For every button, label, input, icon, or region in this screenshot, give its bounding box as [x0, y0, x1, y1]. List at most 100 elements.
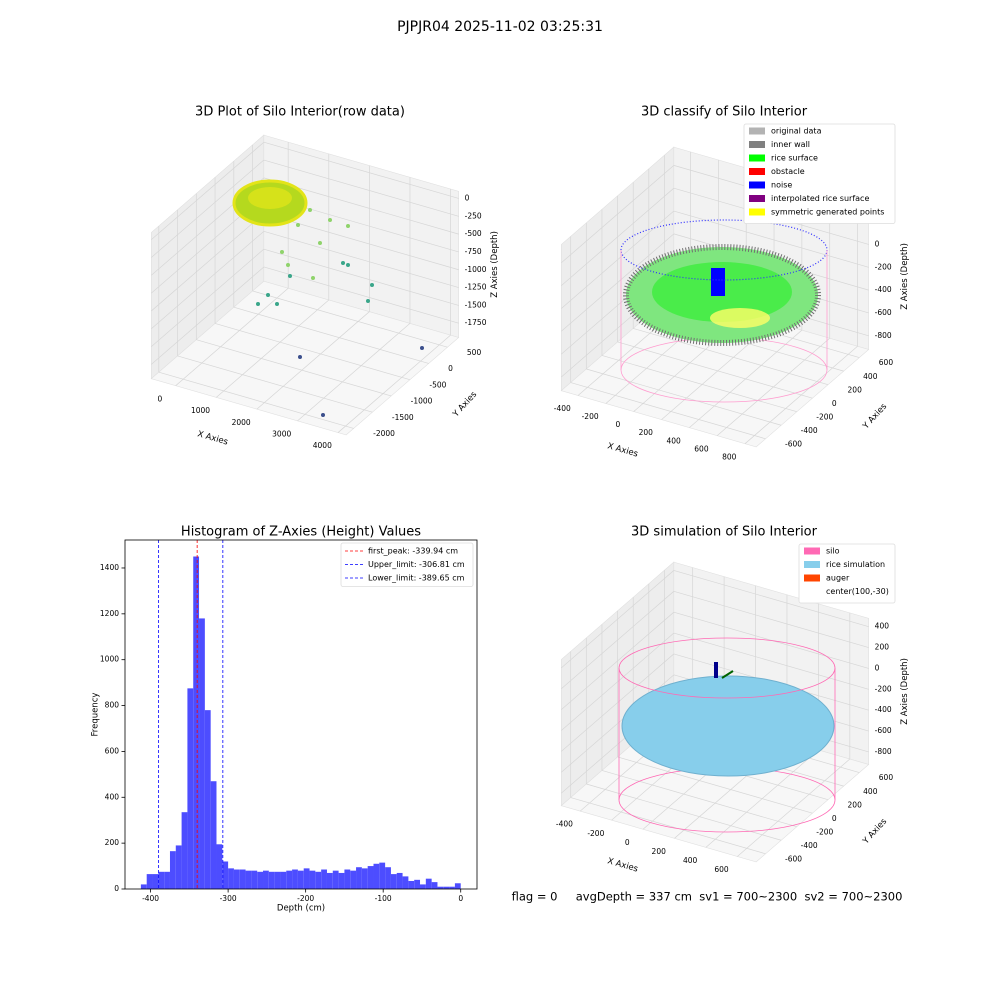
raw-outlier	[296, 223, 300, 227]
z-tick-label: -600	[875, 308, 892, 317]
y-axis-label: Y Axies	[450, 389, 479, 420]
x-tick-label: -400	[142, 894, 159, 903]
grid-line	[633, 328, 829, 385]
y-tick-label: 400	[863, 787, 878, 796]
legend-swatch	[749, 141, 765, 148]
grid-line	[561, 653, 675, 752]
histogram-bar	[263, 870, 269, 889]
legend-label: Lower_limit: -389.65 cm	[368, 574, 465, 583]
histogram-bar	[228, 868, 234, 889]
x-tick-label: -300	[220, 894, 237, 903]
raw-outlier	[318, 241, 322, 245]
y-tick-label: 600	[879, 358, 894, 367]
raw-outlier	[328, 218, 332, 222]
histogram-bar	[181, 812, 188, 889]
y-tick-label: 0	[114, 884, 119, 893]
x-tick-label: -200	[297, 894, 314, 903]
raw-outlier	[370, 283, 374, 287]
panel-title: 3D classify of Silo Interior	[641, 105, 808, 120]
y-tick-label: -400	[801, 841, 818, 850]
z-tick-label: -200	[875, 262, 892, 271]
histogram-bar	[390, 874, 397, 889]
histogram-bar	[175, 845, 182, 889]
grid-line	[337, 334, 451, 433]
raw-outlier	[341, 261, 345, 265]
grid-line	[256, 311, 370, 410]
raw-outlier	[256, 302, 260, 306]
z-tick-label: 400	[875, 622, 890, 631]
grid-line	[263, 213, 459, 271]
panel-title: 3D Plot of Silo Interior(row data)	[195, 105, 405, 120]
y-tick-label: 600	[105, 746, 120, 755]
histogram-bar	[367, 866, 374, 889]
histogram-bar	[268, 871, 275, 889]
x-tick-label: 200	[639, 428, 654, 437]
legend-label: interpolated rice surface	[771, 194, 869, 203]
symmetric-points	[710, 308, 770, 328]
grid-line	[561, 591, 675, 690]
legend-label: noise	[771, 181, 792, 190]
histogram-bar	[309, 870, 316, 889]
y-tick-label: -600	[785, 854, 802, 863]
z-axis-label: Z Axies (Depth)	[900, 658, 910, 725]
noise-cluster	[711, 268, 725, 296]
histogram-bar	[425, 878, 432, 889]
legend-swatch	[749, 154, 765, 162]
grid-line	[561, 611, 675, 710]
y-axis-label: Y Axies	[860, 816, 889, 847]
y-tick-label: 800	[105, 701, 120, 710]
grid-line	[158, 371, 354, 429]
histogram-bar	[251, 870, 258, 889]
raw-outlier	[311, 276, 315, 280]
x-tick-label: 1000	[191, 406, 210, 415]
grid-line	[263, 230, 459, 288]
grid-line	[216, 299, 330, 398]
x-tick-label: -200	[587, 829, 604, 838]
legend-swatch	[749, 181, 765, 189]
grid-line	[586, 368, 782, 426]
histogram-bar	[280, 871, 287, 889]
raw-outlier	[286, 263, 290, 267]
center-marker	[721, 670, 734, 679]
grid-line	[561, 187, 675, 286]
histogram-bar	[297, 870, 304, 889]
y-tick-label: -400	[801, 426, 818, 435]
figure-title: PJPJR04 2025-11-02 03:25:31	[397, 19, 603, 35]
pane-z	[150, 280, 460, 436]
histogram-bar	[152, 874, 159, 889]
legend-label: auger	[826, 574, 850, 583]
histogram-bar	[169, 851, 176, 889]
plot-frame	[124, 539, 478, 890]
histogram-bar	[286, 870, 293, 889]
histogram-bar	[239, 869, 246, 889]
histogram-bar	[199, 618, 205, 889]
grid-line	[177, 355, 373, 413]
y-tick-label: 200	[105, 838, 120, 847]
histogram-bar	[373, 863, 380, 889]
raw-outlier	[275, 302, 279, 306]
grid-line	[561, 233, 675, 332]
y-tick-label: 0	[832, 814, 837, 823]
y-tick-label: 1200	[100, 609, 119, 618]
raw-outlier	[321, 413, 325, 417]
y-tick-label: 0	[448, 364, 453, 373]
grid-line	[673, 570, 869, 628]
x-tick-label: 800	[722, 452, 737, 461]
histogram-bar	[321, 869, 327, 889]
histogram-bar	[431, 882, 438, 889]
grid-line	[175, 287, 289, 386]
z-tick-label: -1000	[465, 265, 487, 274]
raw-outlier	[308, 208, 312, 212]
x-tick-label: 2000	[232, 418, 251, 427]
legend-label: Upper_limit: -306.81 cm	[368, 560, 465, 569]
legend-label: center(100,-30)	[826, 587, 889, 596]
grid-line	[151, 231, 265, 330]
y-tick-label: 1000	[100, 655, 119, 664]
y-axis-label: Y Axies	[860, 401, 889, 432]
z-tick-label: 200	[875, 643, 890, 652]
z-tick-label: 0	[465, 193, 470, 202]
legend-box	[743, 123, 896, 224]
raw-outlier	[366, 299, 370, 303]
z-axis-label: Z Axies (Depth)	[900, 243, 910, 310]
z-tick-label: -200	[875, 684, 892, 693]
